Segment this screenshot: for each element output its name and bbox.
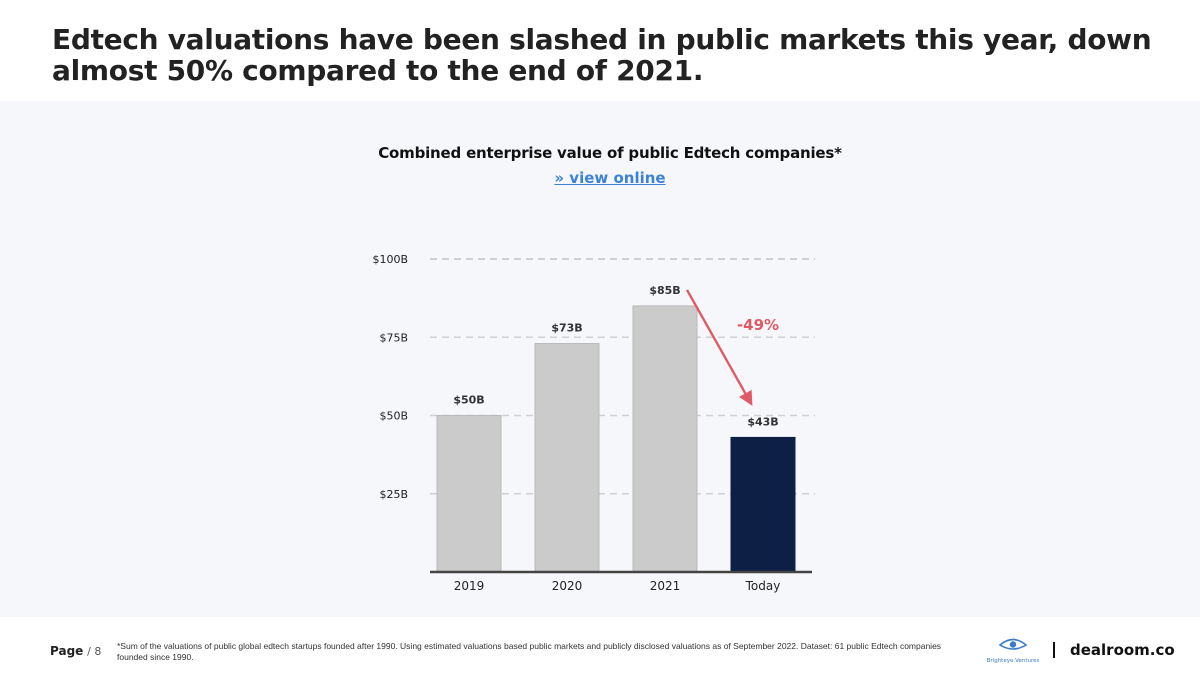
- data-label: $73B: [551, 322, 582, 335]
- brighteye-ventures-logo: Brighteye Ventures: [987, 638, 1040, 664]
- y-tick-label: $50B: [379, 410, 408, 423]
- page-number: / 8: [87, 645, 102, 658]
- headline: Edtech valuations have been slashed in p…: [52, 23, 1152, 87]
- bar: [534, 343, 600, 573]
- dealroom-brand: dealroom.co: [1070, 641, 1175, 659]
- y-tick-label: $75B: [379, 331, 408, 344]
- y-tick-label: $100B: [372, 253, 408, 266]
- brand-separator: [1053, 642, 1055, 658]
- bar: [730, 436, 796, 573]
- bar: [436, 415, 502, 573]
- x-tick-label: 2020: [552, 579, 583, 593]
- data-label: $43B: [747, 415, 778, 428]
- x-tick-label: 2021: [650, 579, 681, 593]
- chart-title: Combined enterprise value of public Edte…: [378, 144, 842, 162]
- page-indicator: Page / 8: [50, 644, 101, 658]
- x-tick-label: 2019: [454, 579, 485, 593]
- view-online-link[interactable]: » view online: [554, 169, 666, 187]
- x-tick-label: Today: [745, 579, 781, 593]
- change-arrow: [685, 289, 753, 406]
- footnote: *Sum of the valuations of public global …: [117, 641, 942, 662]
- change-annotation: -49%: [737, 316, 779, 334]
- data-label: $50B: [453, 394, 484, 407]
- chart-panel: [0, 101, 1200, 617]
- data-label: $85B: [649, 284, 680, 297]
- svg-text:Brighteye Ventures: Brighteye Ventures: [987, 658, 1040, 664]
- page-label: Page: [50, 644, 84, 658]
- y-tick-label: $25B: [379, 488, 408, 501]
- bar: [632, 305, 698, 573]
